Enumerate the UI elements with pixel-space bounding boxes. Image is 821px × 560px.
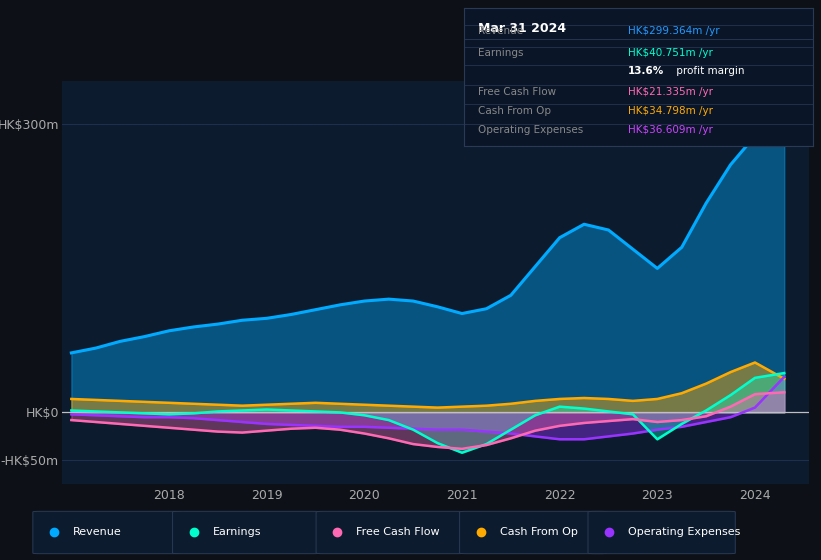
Text: profit margin: profit margin — [673, 66, 745, 76]
Text: HK$299.364m /yr: HK$299.364m /yr — [628, 26, 719, 36]
Text: Mar 31 2024: Mar 31 2024 — [478, 22, 566, 35]
Text: Operating Expenses: Operating Expenses — [628, 527, 741, 537]
Text: Revenue: Revenue — [73, 527, 122, 537]
FancyBboxPatch shape — [33, 511, 180, 554]
Text: Earnings: Earnings — [478, 48, 523, 58]
Text: HK$21.335m /yr: HK$21.335m /yr — [628, 87, 713, 97]
Text: HK$34.798m /yr: HK$34.798m /yr — [628, 106, 713, 116]
Text: Cash From Op: Cash From Op — [478, 106, 551, 116]
Text: Revenue: Revenue — [478, 26, 523, 36]
FancyBboxPatch shape — [588, 511, 736, 554]
Text: 13.6%: 13.6% — [628, 66, 664, 76]
Text: HK$36.609m /yr: HK$36.609m /yr — [628, 125, 713, 135]
FancyBboxPatch shape — [460, 511, 607, 554]
Text: Free Cash Flow: Free Cash Flow — [356, 527, 440, 537]
Text: Operating Expenses: Operating Expenses — [478, 125, 583, 135]
Text: Cash From Op: Cash From Op — [500, 527, 577, 537]
Text: HK$40.751m /yr: HK$40.751m /yr — [628, 48, 713, 58]
Text: Free Cash Flow: Free Cash Flow — [478, 87, 556, 97]
FancyBboxPatch shape — [316, 511, 463, 554]
Text: Earnings: Earnings — [213, 527, 261, 537]
FancyBboxPatch shape — [172, 511, 320, 554]
